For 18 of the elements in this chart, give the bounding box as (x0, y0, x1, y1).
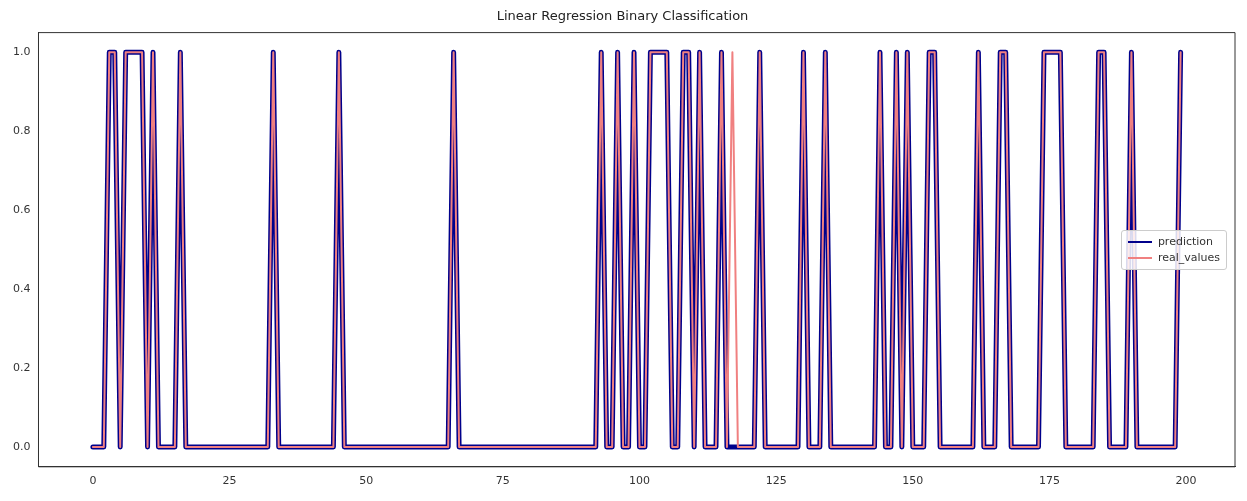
y-tick-label: 0.2 (12, 360, 31, 374)
chart-title: Linear Regression Binary Classification (496, 8, 749, 24)
x-tick-label: 125 (765, 474, 787, 488)
x-tick-label: 200 (1175, 474, 1197, 488)
y-tick-label: 1.0 (12, 45, 31, 59)
x-tick-label: 175 (1038, 474, 1060, 488)
legend-label: prediction (1157, 233, 1214, 250)
x-tick-label: 0 (89, 474, 97, 488)
y-tick-label: 0.8 (12, 124, 31, 138)
x-tick-label: 50 (359, 474, 374, 488)
x-tick-label: 150 (902, 474, 924, 488)
legend-label: real_values (1157, 249, 1220, 266)
x-tick-label: 75 (495, 474, 510, 488)
y-tick-label: 0.6 (12, 203, 31, 217)
y-tick-label: 0.0 (12, 439, 31, 453)
x-tick-label: 25 (222, 474, 237, 488)
y-tick-label: 0.4 (12, 282, 31, 296)
x-tick-label: 100 (628, 474, 650, 488)
